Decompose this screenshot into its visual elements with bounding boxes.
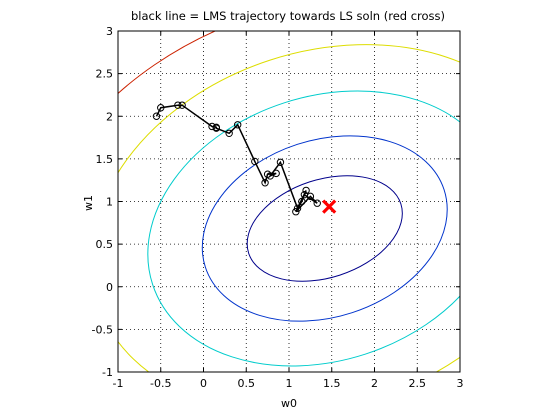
trajectory-point [152, 112, 161, 120]
trajectory-point [302, 186, 310, 195]
trajectory-point [276, 158, 285, 166]
x-axis-ticks: -1 -0.5 0 0.5 1 1.5 2 2.5 3 [113, 31, 464, 390]
trajectory-point [272, 169, 280, 178]
y-tick-label: 1.5 [96, 153, 114, 166]
trajectory-markers [152, 101, 321, 216]
x-tick-label: 0 [200, 377, 207, 390]
x-tick-label: 2 [371, 377, 378, 390]
contour-line [201, 135, 448, 322]
ls-cross-stroke [322, 199, 337, 214]
grid [118, 31, 460, 372]
trajectory-point [212, 124, 221, 132]
x-axis-label: w0 [281, 397, 297, 410]
lms-trajectory [155, 104, 318, 213]
y-tick-label: 0.5 [96, 238, 114, 251]
y-tick-label: 2 [106, 110, 113, 123]
trajectory-point [251, 157, 259, 166]
trajectory-point [225, 129, 233, 138]
x-tick-label: 0.5 [238, 377, 256, 390]
x-tick-label: -1 [113, 377, 124, 390]
y-tick-label: -0.5 [92, 323, 113, 336]
trajectory-point [266, 172, 274, 180]
y-tick-label: 3 [106, 25, 113, 38]
contour-line [246, 175, 403, 282]
x-tick-label: 2.5 [409, 377, 427, 390]
trajectory-point [208, 122, 216, 131]
y-axis-ticks: -1 -0.5 0 0.5 1 1.5 2 2.5 3 [92, 25, 460, 379]
trajectory-point [300, 190, 309, 199]
y-tick-label: -1 [102, 366, 113, 379]
trajectory-point [292, 208, 300, 216]
trajectory-point [298, 197, 306, 206]
chart-title: black line = LMS trajectory towards LS s… [131, 9, 445, 23]
y-tick-label: 0 [106, 281, 113, 294]
ls-solution-cross [322, 199, 337, 214]
y-tick-label: 1 [106, 196, 113, 209]
trajectory-line [155, 104, 318, 213]
trajectory-point [261, 179, 269, 187]
y-axis-label: w1 [82, 195, 95, 211]
trajectory-point [178, 101, 186, 109]
trajectory-point [157, 104, 165, 112]
trajectory-point [234, 121, 242, 129]
trajectory-point [293, 204, 302, 213]
x-tick-label: 1.5 [323, 377, 341, 390]
x-tick-label: 1 [286, 377, 293, 390]
x-tick-label: 3 [457, 377, 464, 390]
trajectory-point [174, 101, 182, 109]
contour-line [118, 44, 460, 372]
trajectory-point [313, 199, 321, 207]
contour-line [147, 90, 460, 367]
y-tick-label: 2.5 [96, 68, 114, 81]
x-tick-label: -0.5 [150, 377, 171, 390]
